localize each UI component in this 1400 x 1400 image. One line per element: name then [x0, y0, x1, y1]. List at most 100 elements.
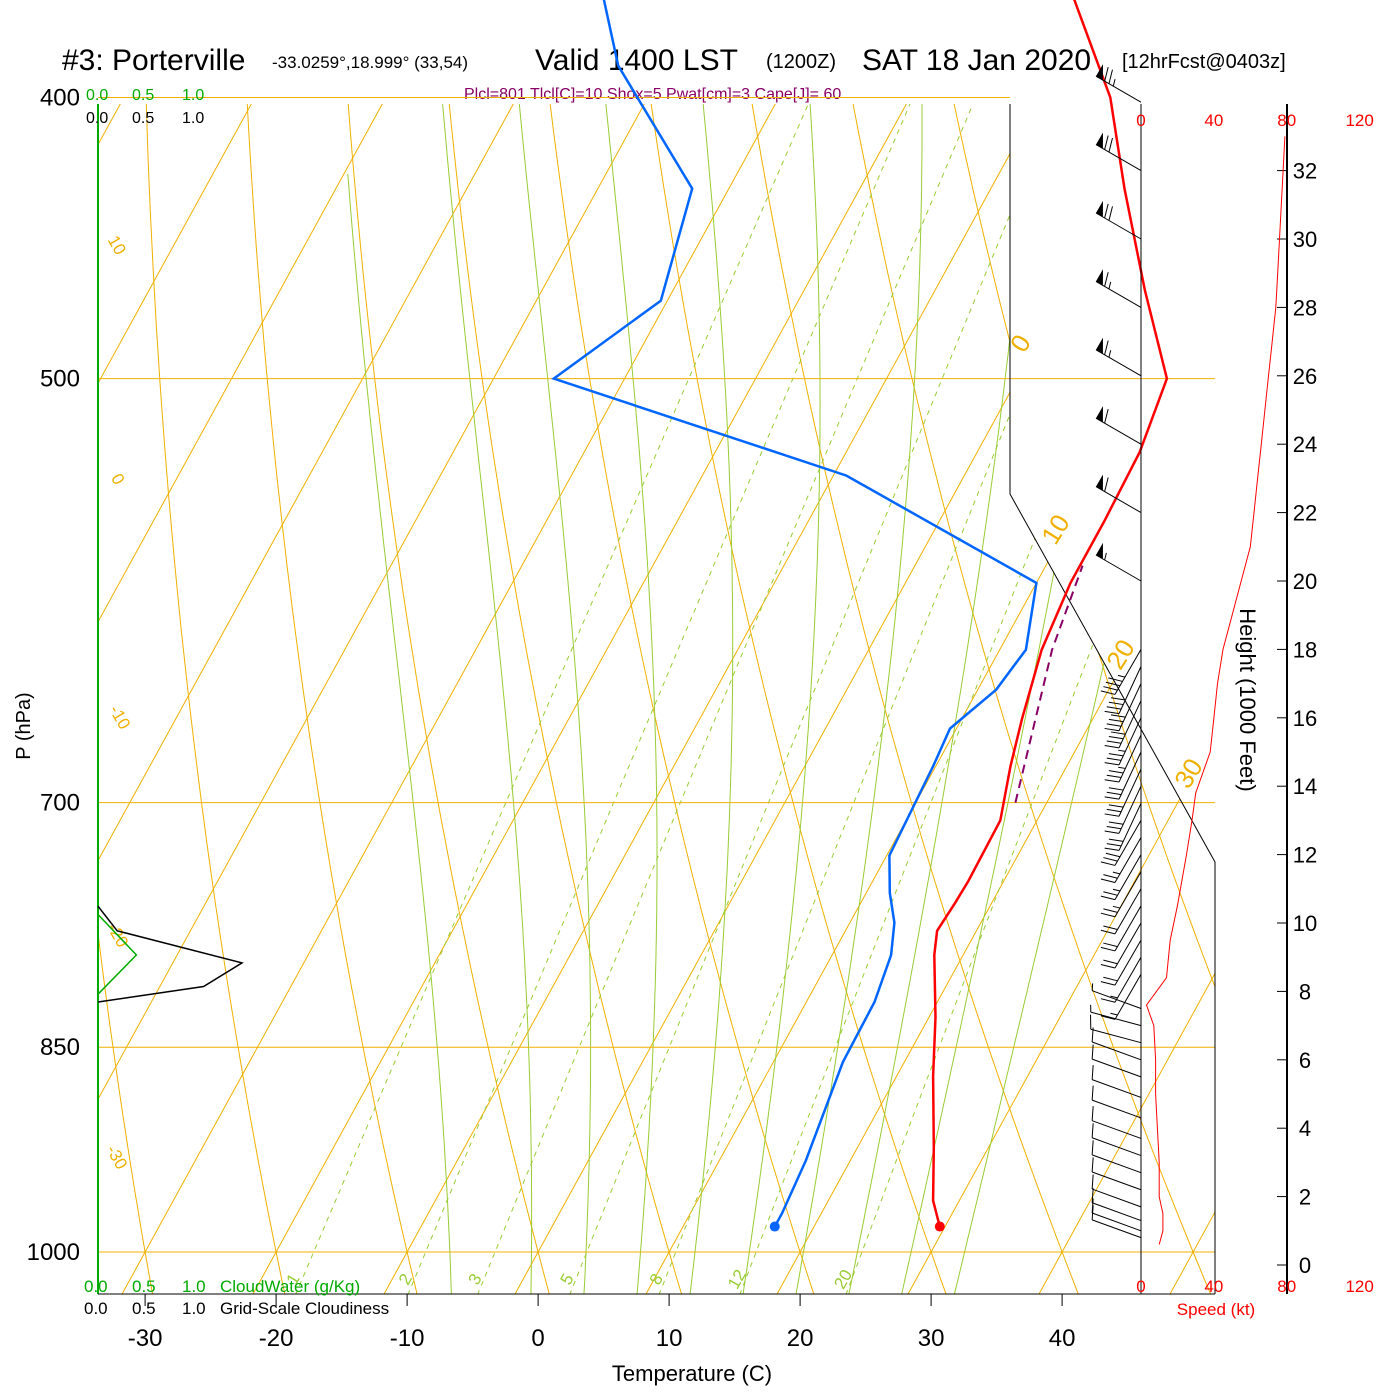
- wind-barb-flag: [1095, 132, 1103, 149]
- wind-barb-full: [1108, 770, 1124, 774]
- wind-speed-curve: [1145, 136, 1286, 1245]
- wind-barb: [1095, 269, 1142, 308]
- isotherm-line: [110, 104, 1105, 1294]
- wind-barb-full: [1104, 796, 1120, 800]
- wind-barb: [1104, 734, 1142, 783]
- isotherm-line: [98, 104, 450, 1294]
- wind-barb-staff: [1118, 803, 1142, 851]
- x-axis-label: Temperature (C): [612, 1361, 772, 1386]
- wind-barb-staff: [1091, 1120, 1142, 1139]
- pressure-tick-label: 500: [40, 366, 80, 393]
- wind-barb-full: [1100, 946, 1116, 952]
- wind-barb: [1091, 1044, 1142, 1078]
- background-lines: [98, 104, 1215, 1294]
- wind-barb-staff: [1090, 1028, 1142, 1044]
- wind-barb-full: [1108, 137, 1113, 153]
- mixing-ratio-label: 20: [830, 1266, 856, 1292]
- wind-barb-full: [1091, 1188, 1094, 1203]
- mixing-ratio-line: [561, 104, 1060, 1294]
- moist-adiabat-line: [500, 104, 592, 1294]
- wind-barb-flag: [1095, 474, 1103, 491]
- cloud-tick-top-2: 0.5: [132, 87, 154, 104]
- zulu-time: (1200Z): [766, 51, 836, 73]
- valid-time: Valid 1400 LST: [535, 44, 738, 77]
- cloudwater-label: CloudWater (g/Kg): [220, 1277, 360, 1296]
- cloud-panel: 0.0 0.5 1.0 0.0 0.5 1.0 0.0 0.5 1.0 Clou…: [84, 87, 389, 1318]
- wind-barb: [1090, 1014, 1142, 1044]
- wind-barb-staff: [1090, 1011, 1142, 1027]
- cloudiness-tick-top-3: 1.0: [182, 110, 204, 127]
- wind-barb-full: [1091, 1140, 1094, 1155]
- stability-indices: Plcl=801 Tlcl[C]=10 Shox=5 Pwat[cm]=3 Ca…: [464, 86, 841, 103]
- wind-barb: [1100, 939, 1142, 986]
- wind-barb-staff: [1091, 1041, 1142, 1061]
- moist-adiabat-line: [896, 104, 1186, 1294]
- wind-barb-full: [1100, 1015, 1116, 1020]
- wind-barb: [1104, 785, 1142, 834]
- wind-barb-flag: [1095, 269, 1103, 286]
- theta-label: -30: [102, 1142, 131, 1173]
- wind-barb-full: [1106, 723, 1122, 727]
- mixing-ratio-label: 12: [724, 1266, 750, 1292]
- wind-barb-half: [1108, 350, 1112, 358]
- wind-barb-staff: [1114, 820, 1142, 866]
- wind-barb-staff: [1114, 939, 1142, 986]
- surface-temperature-point: [934, 1221, 945, 1232]
- dry-adiabat-line: [414, 104, 688, 1294]
- wind-barb-full: [1108, 677, 1123, 682]
- plot-frame: [97, 104, 1216, 1295]
- cloud-tick-top-3: 1.0: [182, 87, 204, 104]
- isotherm-line: [765, 104, 1215, 1294]
- wind-barb: [1091, 1174, 1142, 1208]
- wind-barb-staff: [1091, 1171, 1142, 1191]
- wind-barb-full: [1091, 1174, 1094, 1190]
- cloudwater-curve: [97, 913, 138, 995]
- wind-barb: [1091, 1085, 1142, 1119]
- wind-barb-full: [1104, 203, 1109, 219]
- dry-adiabat-line: [855, 104, 1215, 1294]
- wind-barb-full: [1100, 690, 1116, 695]
- wind-barb-staff: [1114, 922, 1142, 969]
- cloudiness-tick-bottom-2: 0.5: [132, 1299, 156, 1318]
- wind-barb-flag: [1095, 64, 1103, 81]
- wind-barb-staff: [1095, 349, 1142, 377]
- wind-barb: [1095, 132, 1142, 172]
- dewpoint-line: [551, 0, 1038, 1228]
- wind-barb: [1095, 542, 1142, 582]
- wind-barb-half: [1117, 674, 1126, 678]
- dry-adiabat-line: [1031, 104, 1215, 1294]
- isotherm-label: 20: [1100, 634, 1141, 674]
- wind-barb: [1104, 683, 1142, 732]
- wind-barb-staff: [1118, 734, 1142, 783]
- wind-barb-staff: [1095, 144, 1142, 172]
- isotherm-line: [896, 104, 1215, 1294]
- height-tick-label: 30: [1293, 227, 1317, 252]
- speed-tick-top: 0: [1136, 111, 1145, 130]
- speed-tick-bottom: 40: [1204, 1277, 1223, 1296]
- wind-barb-full: [1104, 830, 1120, 834]
- isotherm-line: [241, 104, 1215, 1294]
- wind-barb-full: [1091, 1085, 1094, 1101]
- wind-barb-full: [1104, 727, 1120, 732]
- wind-barb-full: [1106, 791, 1122, 796]
- moist-adiabat-line: [657, 104, 734, 1294]
- wind-barb-staff: [1114, 854, 1142, 900]
- wind-barb-staff: [1118, 751, 1142, 800]
- height-axis-label: Height (1000 Feet): [1235, 608, 1260, 791]
- height-tick-label: 24: [1293, 432, 1317, 457]
- wind-barb-staff: [1095, 554, 1142, 582]
- moist-adiabat-line: [739, 104, 821, 1294]
- wind-barb-full: [1106, 706, 1122, 710]
- wind-barb-full: [1104, 340, 1109, 355]
- wind-barb-full: [1103, 857, 1118, 862]
- wind-barb: [1091, 1106, 1142, 1139]
- isotherm-line: [1027, 104, 1215, 1294]
- wind-barb: [1100, 649, 1142, 695]
- wind-barb-staff: [1114, 649, 1142, 695]
- wind-barb-full: [1103, 959, 1118, 965]
- wind-barb-full: [1108, 821, 1124, 825]
- wind-barb: [1100, 888, 1142, 935]
- wind-barb-staff: [1114, 974, 1142, 1020]
- moist-adiabat-line: [844, 104, 1043, 1294]
